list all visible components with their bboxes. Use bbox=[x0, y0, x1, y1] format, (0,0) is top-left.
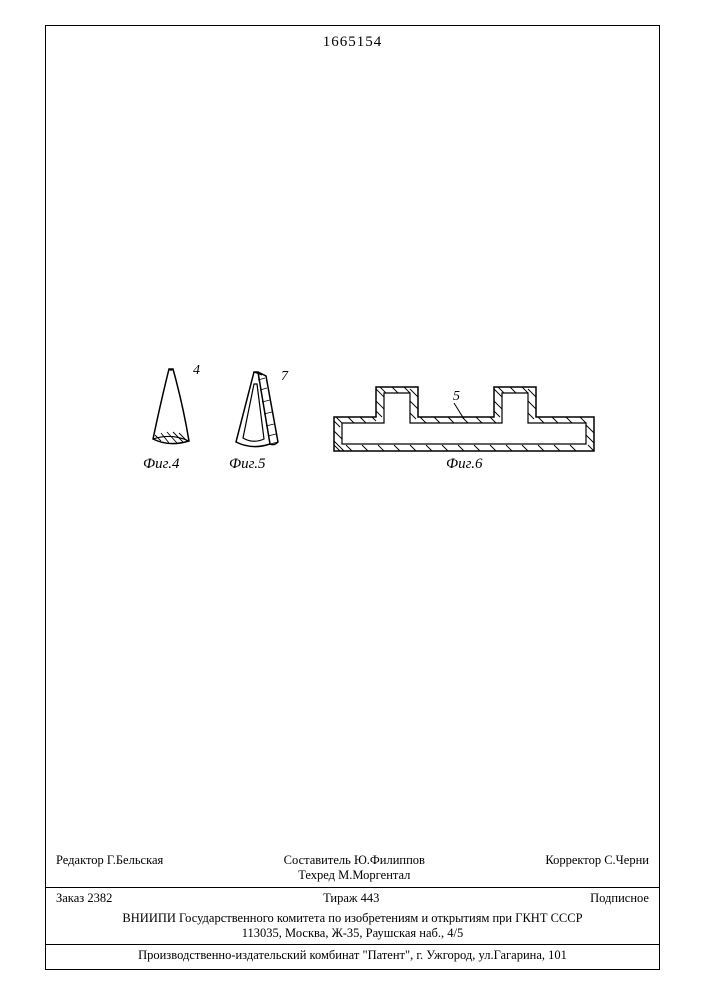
techred-name: М.Моргентал bbox=[338, 868, 410, 882]
fig4-label: Фиг.4 bbox=[143, 456, 179, 473]
corrector-label: Корректор bbox=[545, 853, 601, 867]
tirage-cell: Тираж 443 bbox=[323, 891, 379, 906]
org-address: 113035, Москва, Ж-35, Раушская наб., 4/5 bbox=[56, 926, 649, 942]
fig5-ref: 7 bbox=[281, 369, 288, 385]
fig6-label: Фиг.6 bbox=[446, 456, 482, 473]
corrector-cell: Корректор С.Черни bbox=[545, 853, 649, 883]
editor-name: Г.Бельская bbox=[107, 853, 163, 867]
figure-4-drawing bbox=[141, 361, 211, 461]
printer-line: Производственно-издательский комбинат "П… bbox=[138, 948, 567, 962]
editor-label: Редактор bbox=[56, 853, 104, 867]
compiler-label: Составитель bbox=[284, 853, 351, 867]
footer-org-row: ВНИИПИ Государственного комитета по изоб… bbox=[46, 909, 659, 944]
order-cell: Заказ 2382 bbox=[56, 891, 112, 906]
tirage-label: Тираж bbox=[323, 891, 357, 905]
footer-order-row: Заказ 2382 Тираж 443 Подписное bbox=[46, 888, 659, 909]
figures-area: 4 Фиг.4 7 Фиг.5 bbox=[131, 361, 681, 501]
order-label: Заказ bbox=[56, 891, 84, 905]
tirage-num: 443 bbox=[361, 891, 380, 905]
footer-printer-row: Производственно-издательский комбинат "П… bbox=[46, 945, 659, 969]
techred-label: Техред bbox=[298, 868, 335, 882]
document-number: 1665154 bbox=[323, 34, 383, 51]
compiler-name: Ю.Филиппов bbox=[354, 853, 425, 867]
fig6-ref: 5 bbox=[453, 389, 460, 405]
fig4-ref: 4 bbox=[193, 363, 200, 379]
order-num: 2382 bbox=[87, 891, 112, 905]
figure-6-drawing bbox=[326, 381, 616, 461]
center-credits: Составитель Ю.Филиппов Техред М.Моргента… bbox=[284, 853, 425, 883]
footer-credits-row: Редактор Г.Бельская Составитель Ю.Филипп… bbox=[46, 849, 659, 887]
page-frame: 1665154 4 Фиг.4 bbox=[45, 25, 660, 970]
subscription-cell: Подписное bbox=[590, 891, 649, 906]
editor-cell: Редактор Г.Бельская bbox=[56, 853, 163, 883]
fig5-label: Фиг.5 bbox=[229, 456, 265, 473]
corrector-name: С.Черни bbox=[604, 853, 649, 867]
org-line: ВНИИПИ Государственного комитета по изоб… bbox=[56, 911, 649, 927]
footer-block: Редактор Г.Бельская Составитель Ю.Филипп… bbox=[46, 849, 659, 969]
